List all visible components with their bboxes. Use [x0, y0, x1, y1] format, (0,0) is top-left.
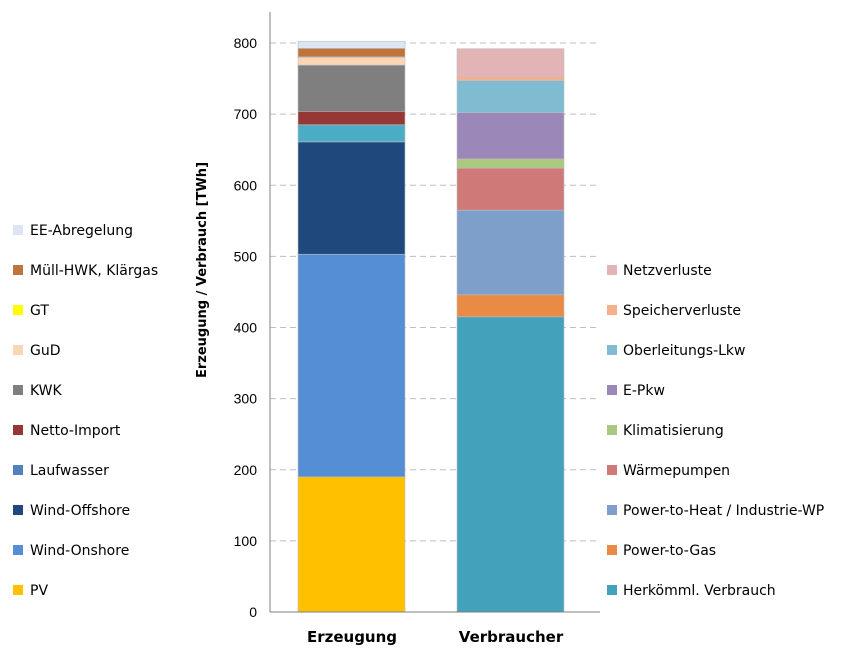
legend-label-pv: PV [30, 583, 48, 599]
legend-label-netzverluste: Netzverluste [623, 263, 712, 279]
bar-erzeugung-gud [297, 56, 406, 66]
legend-label-speicherverluste: Speicherverluste [623, 303, 741, 319]
legend-swatch-netto-import [13, 425, 23, 435]
y-tick-label: 700 [234, 106, 258, 122]
category-label-erzeugung: Erzeugung [307, 628, 397, 646]
bar-erzeugung-netto-import [297, 110, 406, 126]
y-tick-label: 600 [234, 177, 258, 193]
bar-erzeugung-mull-hwk-klargas [297, 48, 406, 58]
category-label-verbraucher: Verbraucher [459, 628, 564, 646]
legend-label-laufwasser: Laufwasser [30, 463, 109, 479]
y-axis-title: Erzeugung / Verbrauch [TWh] [195, 162, 210, 378]
legend-swatch-wind-onshore [13, 545, 23, 555]
bar-verbraucher-speicherverluste [456, 76, 565, 81]
legend-label-e-pkw: E-Pkw [623, 383, 665, 399]
legend-label-gud: GuD [30, 343, 61, 359]
bar-verbraucher-warmepumpen [456, 167, 565, 211]
legend-swatch-power-to-heat-industrie-wp [607, 505, 617, 515]
bar-verbraucher-herkomml-verbrauch [456, 316, 565, 613]
legend-swatch-e-pkw [607, 385, 617, 395]
legend-swatch-laufwasser [13, 465, 23, 475]
bar-verbraucher-e-pkw [456, 112, 565, 160]
axes [269, 12, 600, 613]
legend-swatch-herkomml-verbrauch [607, 585, 617, 595]
legend-swatch-pv [13, 585, 23, 595]
legend-label-netto-import: Netto-Import [30, 423, 121, 439]
legend-label-wind-onshore: Wind-Onshore [30, 543, 129, 559]
bar-verbraucher-klimatisierung [456, 158, 565, 169]
legend-label-herkomml-verbrauch: Herkömml. Verbrauch [623, 583, 776, 599]
y-tick-label: 800 [234, 35, 258, 51]
y-tick-labels: 0 100 200 300 400 500 600 700 800 [234, 35, 258, 620]
legend-label-warmepumpen: Wärmepumpen [623, 463, 730, 479]
y-tick-label: 300 [234, 391, 258, 407]
legend-label-gt: GT [30, 303, 49, 319]
bar-verbraucher-netzverluste [456, 48, 565, 78]
bar-erzeugung-wind-offshore [297, 141, 406, 255]
bar-erzeugung-wind-onshore [297, 253, 406, 478]
bar-stacks [297, 40, 565, 613]
legend-label-power-to-heat-industrie-wp: Power-to-Heat / Industrie-WP [623, 503, 824, 519]
legend-swatch-oberleitungs-lkw [607, 345, 617, 355]
bar-erzeugung-ee-abregelung [297, 40, 406, 49]
bar-erzeugung-laufwasser [297, 124, 406, 143]
y-tick-label: 500 [234, 248, 258, 264]
y-tick-label: 100 [234, 533, 258, 549]
category-labels: Erzeugung Verbraucher [307, 628, 564, 646]
bar-erzeugung-pv [297, 476, 406, 613]
legend-swatch-power-to-gas [607, 545, 617, 555]
legend-swatch-kwk [13, 385, 23, 395]
y-tick-label: 0 [249, 604, 257, 620]
legend-label-mull-hwk-klargas: Müll-HWK, Klärgas [30, 263, 158, 279]
legend-swatch-gud [13, 345, 23, 355]
legend-label-power-to-gas: Power-to-Gas [623, 543, 716, 559]
y-tick-label: 400 [234, 320, 258, 336]
legend-verbraucher: Netzverluste Speicherverluste Oberleitungs… [607, 263, 824, 599]
legend-swatch-mull-hwk-klargas [13, 265, 23, 275]
legend-label-oberleitungs-lkw: Oberleitungs-Lkw [623, 343, 746, 359]
legend-swatch-netzverluste [607, 265, 617, 275]
legend-swatch-warmepumpen [607, 465, 617, 475]
legend-swatch-wind-offshore [13, 505, 23, 515]
legend-swatch-klimatisierung [607, 425, 617, 435]
legend-swatch-ee-abregelung [13, 225, 23, 235]
legend-label-kwk: KWK [30, 383, 63, 399]
bar-erzeugung-kwk [297, 64, 406, 112]
legend-erzeugung: EE-Abregelung Müll-HWK, Klärgas GT GuD KWK Ne… [13, 223, 158, 599]
bar-verbraucher-power-to-heat-industrie-wp [456, 209, 565, 296]
bar-verbraucher-power-to-gas [456, 294, 565, 318]
y-tick-label: 200 [234, 462, 258, 478]
legend-label-wind-offshore: Wind-Offshore [30, 503, 130, 519]
legend-label-ee-abregelung: EE-Abregelung [30, 223, 133, 239]
legend-label-klimatisierung: Klimatisierung [623, 423, 724, 439]
legend-swatch-gt [13, 305, 23, 315]
legend-swatch-speicherverluste [607, 305, 617, 315]
bar-verbraucher-oberleitungs-lkw [456, 80, 565, 114]
